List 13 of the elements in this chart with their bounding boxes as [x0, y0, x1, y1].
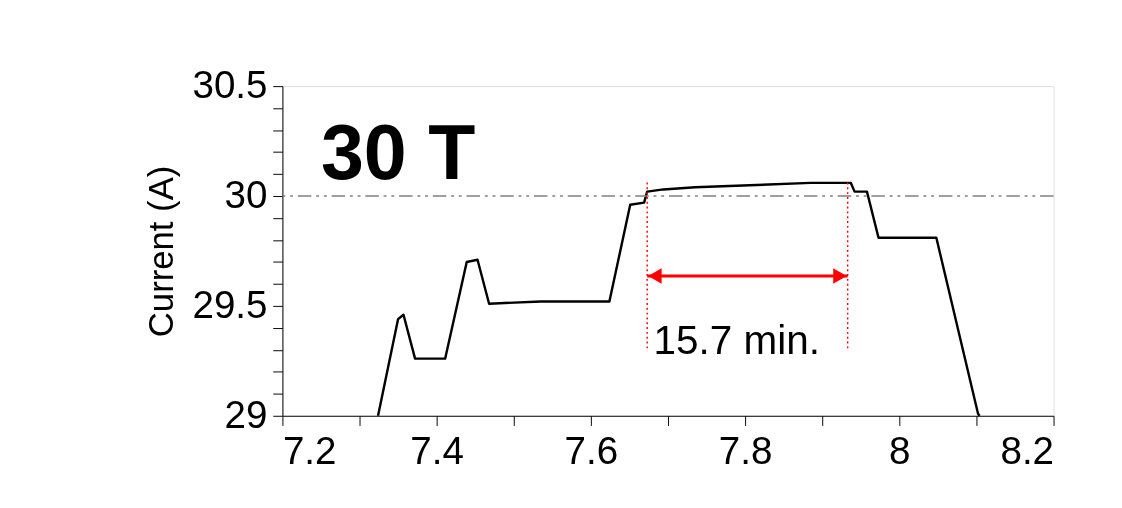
- x-tick-label: 7.4: [410, 429, 464, 473]
- y-tick-label: 30: [224, 173, 268, 217]
- y-axis-title: Current (A): [142, 165, 181, 338]
- y-tick-label: 30.5: [192, 63, 268, 107]
- y-tick-label: 29: [224, 392, 268, 436]
- x-tick-label: 8: [889, 429, 911, 473]
- x-tick-label: 8.2: [1000, 429, 1055, 473]
- annotation: 30 T: [320, 108, 476, 195]
- x-tick-label: 7.8: [718, 429, 773, 473]
- annotation: 15.7 min.: [653, 317, 820, 364]
- y-tick-label: 29.5: [192, 282, 268, 326]
- x-tick-label: 7.6: [564, 429, 619, 473]
- x-tick-label: 7.2: [282, 429, 337, 473]
